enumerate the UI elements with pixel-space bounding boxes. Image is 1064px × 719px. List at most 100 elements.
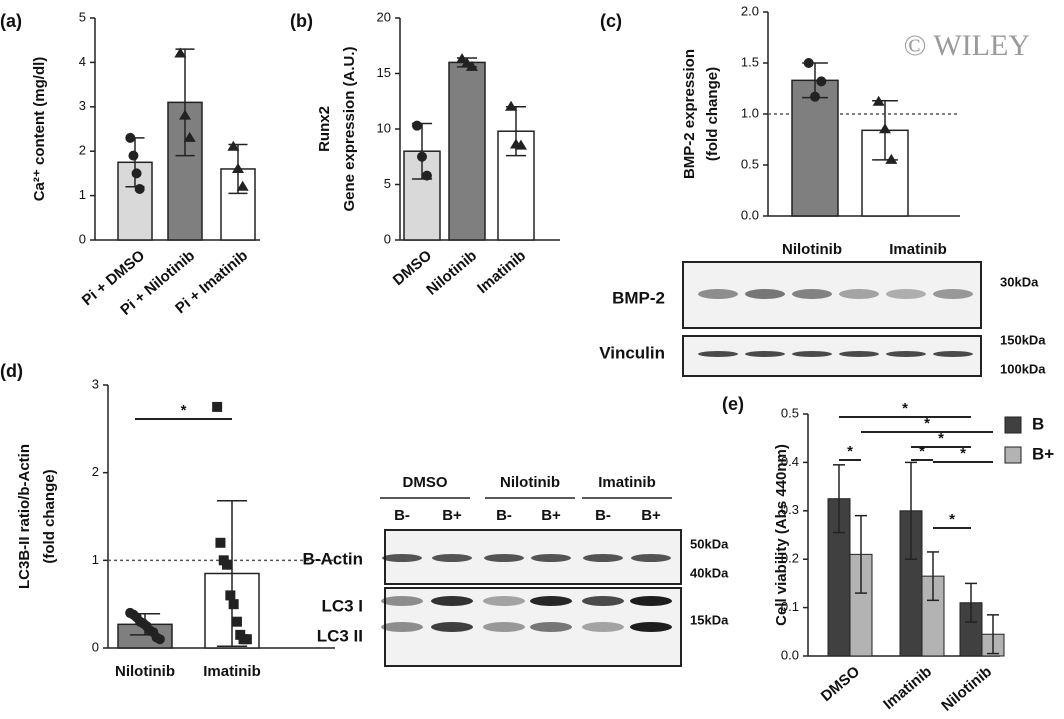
y-tick-label: 3 [79, 98, 86, 113]
blot-band [484, 554, 524, 562]
blot-band [582, 622, 624, 632]
panel-label: (c) [600, 11, 622, 31]
panel-label: (a) [0, 11, 22, 31]
data-point [215, 537, 226, 548]
blot-lane-label: B+ [442, 507, 462, 524]
y-tick-label: 0.5 [781, 405, 799, 420]
significance-label: * [949, 511, 955, 528]
category-label: Imatinib [889, 241, 947, 258]
legend-swatch [1004, 416, 1022, 434]
data-point [212, 401, 223, 412]
data-point [232, 162, 244, 173]
blot-band [698, 289, 738, 299]
data-point [183, 131, 196, 142]
blot-row-label: B-Actin [303, 549, 363, 568]
data-point [810, 91, 820, 102]
blot-band [432, 554, 472, 562]
watermark: © WILEY [904, 29, 1030, 62]
y-tick-label: 1 [92, 552, 99, 567]
blot-band [933, 289, 973, 299]
data-point [179, 109, 191, 120]
y-tick-label: 1 [79, 187, 86, 202]
data-point [514, 139, 527, 150]
y-tick-label: 0.2 [781, 551, 799, 566]
blot-marker: 100kDa [1000, 361, 1046, 376]
data-point [412, 120, 423, 131]
blot-band [381, 622, 423, 632]
x-tick-label: Imatinib [474, 247, 529, 297]
legend-label: B [1032, 414, 1044, 433]
legend-swatch [1004, 446, 1022, 464]
blot-band [483, 596, 525, 606]
data-point [154, 634, 165, 645]
data-point [803, 58, 814, 68]
data-point [456, 53, 469, 64]
data-point [879, 123, 891, 134]
data-point [505, 100, 518, 111]
data-point [816, 76, 827, 87]
blot-lane-label: B+ [641, 507, 661, 524]
data-point [421, 170, 432, 181]
blot-band [839, 289, 879, 299]
significance-label: * [919, 443, 925, 460]
blot-group-label: Imatinib [598, 474, 656, 491]
y-axis-label: Gene expression (A.U.) [341, 46, 358, 211]
blot-band [886, 351, 926, 357]
y-tick-label: 4 [79, 54, 86, 69]
blot-band [582, 596, 624, 606]
data-point [236, 180, 249, 191]
blot-band [630, 622, 672, 632]
blot-lane-label: B- [394, 507, 410, 524]
y-axis-label: Runx2 [316, 106, 333, 152]
y-tick-label: 0.1 [781, 599, 799, 614]
category-label: Nilotinib [782, 241, 842, 258]
x-tick-label: Nilotinib [423, 247, 480, 299]
blot-band [933, 351, 973, 357]
y-tick-label: 0.0 [781, 647, 799, 662]
blot-band [839, 351, 879, 357]
blot-band [531, 554, 571, 562]
y-tick-label: 10 [377, 120, 391, 135]
x-tick-label: Imatinib [880, 663, 935, 713]
blot-marker: 30kDa [1000, 274, 1039, 289]
significance-label: * [938, 430, 944, 447]
blot-band [745, 289, 785, 299]
y-tick-label: 5 [384, 176, 391, 191]
significance-label: * [847, 443, 853, 460]
blot-box [682, 261, 982, 329]
y-tick-label: 0 [92, 639, 99, 654]
blot-group-label: Nilotinib [500, 474, 560, 491]
y-tick-label: 0 [79, 231, 86, 246]
y-tick-label: 2 [92, 464, 99, 479]
data-point [128, 150, 139, 161]
y-tick-label: 0.5 [741, 156, 759, 171]
blot-lane-label: B- [595, 507, 611, 524]
y-tick-label: 0.0 [741, 207, 759, 222]
data-point [231, 616, 242, 627]
y-tick-label: 0.4 [781, 454, 799, 469]
data-point [225, 590, 236, 601]
y-axis-label: LC3B-II ratio/b-Actin [16, 444, 33, 589]
y-tick-label: 1.5 [741, 54, 759, 69]
x-tick-label: Nilotinib [115, 663, 175, 680]
legend-label: B+ [1032, 444, 1054, 463]
blot-group-label: DMSO [403, 474, 448, 491]
blot-row-label: LC3 I [321, 596, 363, 615]
data-point [417, 151, 427, 162]
blot-marker: 150kDa [1000, 332, 1046, 347]
data-point [872, 95, 885, 106]
bar [791, 79, 839, 217]
data-point [222, 559, 233, 570]
blot-band [745, 351, 785, 357]
blot-row-label: LC3 II [317, 626, 363, 645]
y-tick-label: 20 [377, 9, 391, 24]
x-tick-label: Nilotinib [938, 663, 995, 715]
blot-lane-label: B- [496, 507, 512, 524]
blot-row-label: BMP-2 [612, 288, 665, 307]
blot-band [630, 596, 672, 606]
bar [448, 61, 486, 241]
y-tick-label: 15 [377, 65, 391, 80]
data-point [465, 60, 478, 71]
blot-band [631, 554, 671, 562]
